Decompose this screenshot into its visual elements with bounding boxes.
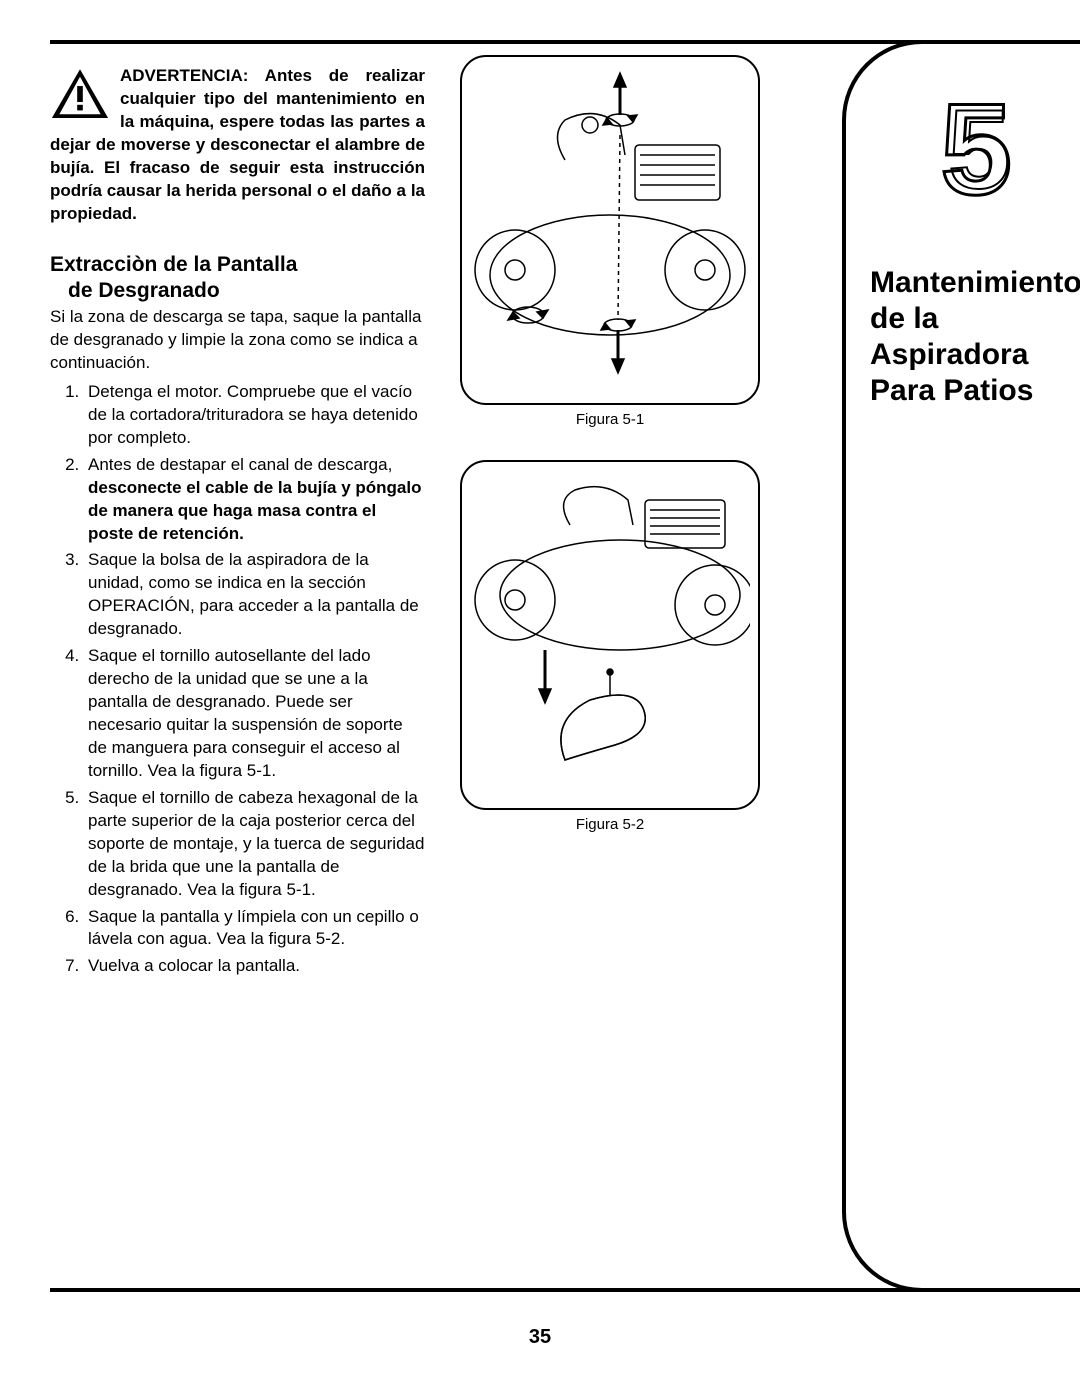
sidebar-title-line-3: Aspiradora (870, 338, 1028, 371)
step-2: Antes de destapar el canal de descarga, … (84, 454, 425, 546)
step-5: Saque el tornillo de cabeza hexagonal de… (84, 787, 425, 902)
warning-block: ADVERTENCIA: Antes de realizar cualquier… (50, 55, 425, 238)
right-column: Figura 5-1 (450, 55, 770, 841)
chapter-number-box: 5 5 (870, 84, 1080, 229)
sidebar-title-line-1: Mantenimiento (870, 266, 1080, 299)
figure-5-1 (460, 55, 760, 405)
sidebar-title-line-4: Para Patios (870, 374, 1033, 407)
chapter-number-inner: 5 (948, 87, 1010, 212)
left-column: ADVERTENCIA: Antes de realizar cualquier… (50, 55, 425, 982)
step-1: Detenga el motor. Compruebe que el vacío… (84, 381, 425, 450)
heading-line-1: Extracciòn de la Pantalla (50, 253, 297, 276)
main-content: ADVERTENCIA: Antes de realizar cualquier… (50, 55, 770, 982)
heading-line-2: de Desgranado (50, 278, 425, 304)
figure-5-1-caption: Figura 5-1 (450, 411, 770, 428)
sidebar-title: Mantenimiento de la Aspiradora Para Pati… (870, 265, 1080, 409)
warning-triangle-icon (50, 67, 110, 122)
top-rule (50, 40, 1030, 44)
bottom-rule (50, 1288, 1030, 1292)
section-heading: Extracciòn de la Pantalla de Desgranado (50, 252, 425, 305)
chapter-number-icon: 5 5 (920, 84, 1030, 224)
step-7: Vuelva a colocar la pantalla. (84, 955, 425, 978)
section-intro: Si la zona de descarga se tapa, saque la… (50, 306, 425, 375)
figure-5-2-caption: Figura 5-2 (450, 816, 770, 833)
figure-5-2 (460, 460, 760, 810)
sidebar-title-line-2: de la (870, 302, 938, 335)
page-number: 35 (0, 1326, 1080, 1349)
step-4: Saque el tornillo autosellante del lado … (84, 645, 425, 783)
steps-list: Detenga el motor. Compruebe que el vacío… (50, 381, 425, 978)
step-3: Saque la bolsa de la aspiradora de la un… (84, 549, 425, 641)
step-6: Saque la pantalla y límpiela con un cepi… (84, 906, 425, 952)
chapter-sidebar: 5 5 Mantenimiento de la Aspiradora Para … (842, 40, 1080, 1292)
